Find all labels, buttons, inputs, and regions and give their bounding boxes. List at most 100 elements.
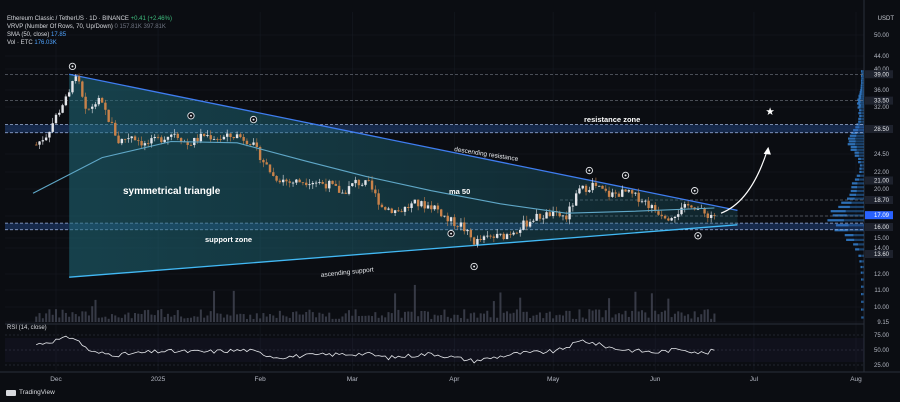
price-tag-label: 13.60 — [874, 252, 890, 258]
candle-body — [245, 140, 249, 145]
volume-bar — [48, 309, 51, 322]
candle-body — [337, 185, 341, 193]
volume-bar — [706, 309, 709, 322]
candle-body — [594, 182, 598, 186]
volume-bar — [94, 299, 97, 322]
time-tick-label: Jun — [650, 376, 661, 383]
volume-bar — [604, 310, 607, 322]
volume-bar — [186, 317, 189, 322]
candle-body — [690, 205, 693, 208]
volume-bar — [51, 314, 54, 322]
vrvp-bar-up — [835, 224, 849, 227]
candle-body — [443, 215, 446, 217]
vrvp-bar-up — [851, 186, 858, 189]
volume-bar — [400, 317, 403, 322]
vrvp-bar — [860, 271, 864, 274]
candle-body — [578, 188, 581, 194]
volume-bar — [282, 315, 285, 322]
vrvp-bar-up — [856, 174, 861, 177]
price-tag-label: 39.00 — [874, 72, 890, 78]
volume-bar — [407, 311, 410, 322]
volume-bar — [81, 311, 84, 322]
rsi-line[interactable]: RSI (14, close) — [7, 325, 47, 333]
candle-body — [542, 218, 545, 220]
price-axis[interactable]: 50.00 44.00 40.00 36.00 32.00 28.50 24.50 22.00… — [865, 33, 893, 369]
volume-bar — [561, 315, 564, 322]
brand[interactable]: TradingView — [6, 389, 55, 396]
volume-bar — [403, 311, 406, 322]
label-symmetrical-triangle: symmetrical triangle — [123, 186, 221, 197]
volume-bar — [624, 310, 627, 322]
candle-body — [281, 179, 285, 183]
rsi-tick-label: 50.00 — [874, 348, 890, 354]
candle-body — [209, 135, 212, 140]
time-axis[interactable]: Dec 2025 Feb Mar Apr May Jun Jul Aug — [0, 371, 900, 383]
candle-body — [532, 220, 535, 222]
vrvp-bar-up — [849, 134, 857, 137]
candle-body — [146, 143, 150, 144]
volume-bar — [657, 314, 660, 322]
candle-body — [196, 137, 199, 142]
candle-body — [104, 102, 107, 110]
volume-bar — [535, 314, 538, 322]
candle-body — [324, 183, 328, 189]
volume-bar — [413, 284, 416, 322]
vrvp-bar-up — [861, 70, 863, 73]
vrvp-bar — [832, 214, 864, 217]
vrvp-bar — [854, 178, 864, 181]
candle-body — [463, 222, 466, 232]
volume-bar — [285, 316, 288, 322]
vrvp-line[interactable]: VRVP (Number Of Rows, 70, Up/Down) 0 157… — [7, 24, 166, 32]
volume-bar — [308, 309, 311, 322]
candle-body — [123, 138, 127, 140]
volume-bar — [390, 313, 393, 322]
price-tick-label: 32.00 — [874, 105, 890, 111]
vol-line[interactable]: Vol · ETC 176.03K — [7, 40, 57, 48]
vrvp-bar-up — [860, 84, 863, 87]
candle-body — [249, 144, 252, 145]
vrvp-bar-up — [847, 143, 856, 146]
candle-body — [110, 121, 114, 123]
sma-line[interactable]: SMA (50, close) 17.85 — [7, 32, 66, 40]
volume-bar — [120, 317, 123, 322]
volume-bar — [423, 310, 426, 322]
volume-bar — [38, 313, 41, 322]
rsi-label: RSI (14, close) — [7, 325, 47, 331]
volume-bar — [371, 316, 374, 322]
volume-bar — [575, 318, 578, 322]
vrvp-bar — [861, 70, 864, 73]
candle-body — [663, 215, 667, 219]
candle-body — [331, 180, 334, 184]
volume-bar — [644, 312, 647, 322]
vrvp-bar — [855, 248, 864, 251]
volume-bar — [509, 313, 512, 322]
vrvp-bar-up — [859, 260, 862, 263]
volume-bar — [338, 318, 341, 322]
candle-body — [650, 205, 654, 209]
candle-body — [272, 172, 275, 176]
volume-bar — [255, 313, 258, 322]
candle-body — [607, 190, 611, 197]
candle-body — [436, 205, 440, 210]
candle-body — [54, 114, 58, 124]
candle-body — [212, 139, 216, 140]
candle-body — [239, 134, 242, 137]
vrvp-bar — [859, 260, 864, 263]
candle-body — [216, 139, 219, 140]
vrvp-bar — [861, 300, 864, 303]
vrvp-bar — [848, 140, 864, 143]
vrvp-bar-up — [846, 238, 855, 241]
volume-bar — [410, 311, 413, 322]
vrvp-bar-up — [827, 219, 844, 222]
candle-body — [495, 233, 499, 238]
candle-body — [35, 144, 38, 146]
price-tag-bg — [865, 70, 893, 79]
vrvp-bar — [855, 126, 864, 129]
candle-body — [91, 106, 94, 109]
volume-bar — [614, 314, 617, 322]
projection-arrowhead — [763, 146, 771, 155]
vrvp-bar-up — [861, 300, 863, 303]
price-tick-label: 44.00 — [874, 54, 890, 60]
vrvp-label: VRVP (Number Of Rows, 70, Up/Down) — [7, 24, 113, 30]
